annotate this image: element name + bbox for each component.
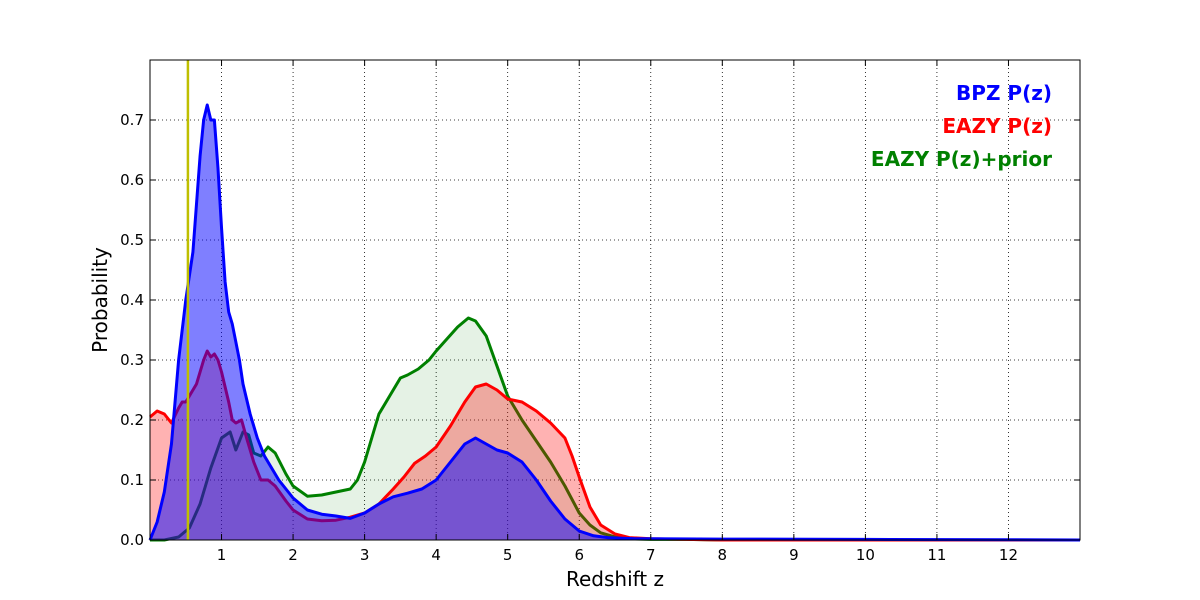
- y-tick-label: 0.5: [120, 231, 144, 249]
- x-tick-label: 8: [718, 546, 728, 564]
- y-tick-label: 0.0: [120, 531, 144, 549]
- legend-entry: EAZY P(z)+prior: [871, 147, 1052, 171]
- x-axis-label: Redshift z: [566, 567, 664, 591]
- grid-layer: [150, 60, 1080, 541]
- y-tick-label: 0.6: [120, 171, 144, 189]
- x-tick-label: 2: [288, 546, 298, 564]
- x-tick-label: 12: [999, 546, 1018, 564]
- y-axis-label: Probability: [88, 247, 112, 353]
- legend: BPZ P(z) EAZY P(z) EAZY P(z)+prior: [871, 81, 1052, 171]
- x-tick-label: 9: [789, 546, 799, 564]
- y-tick-label: 0.7: [120, 111, 144, 129]
- series-line-bpz-p-z: [148, 103, 1081, 542]
- y-tick-label: 0.1: [120, 471, 144, 489]
- series-area-bpz-p-z: [150, 105, 1080, 540]
- x-tick-label: 5: [503, 546, 513, 564]
- legend-entry: BPZ P(z): [956, 81, 1052, 105]
- x-tick-label: 10: [856, 546, 875, 564]
- x-tick-label: 1: [217, 546, 227, 564]
- series-layer: [148, 103, 1081, 542]
- y-tick-label: 0.2: [120, 411, 144, 429]
- tick-layer: 1 2 3 4 5 6 7 8 9 10 11 120.00.10.20.30.40.50.60.7: [120, 60, 1080, 564]
- series-area-eazy-p-z-prior: [150, 318, 1080, 540]
- x-tick-label: 6: [574, 546, 584, 564]
- x-tick-label: 3: [360, 546, 370, 564]
- x-tick-label: 7: [646, 546, 656, 564]
- legend-entry: EAZY P(z): [942, 114, 1052, 138]
- x-tick-label: 11: [927, 546, 946, 564]
- y-tick-label: 0.4: [120, 291, 144, 309]
- y-tick-label: 0.3: [120, 351, 144, 369]
- x-tick-label: 4: [431, 546, 441, 564]
